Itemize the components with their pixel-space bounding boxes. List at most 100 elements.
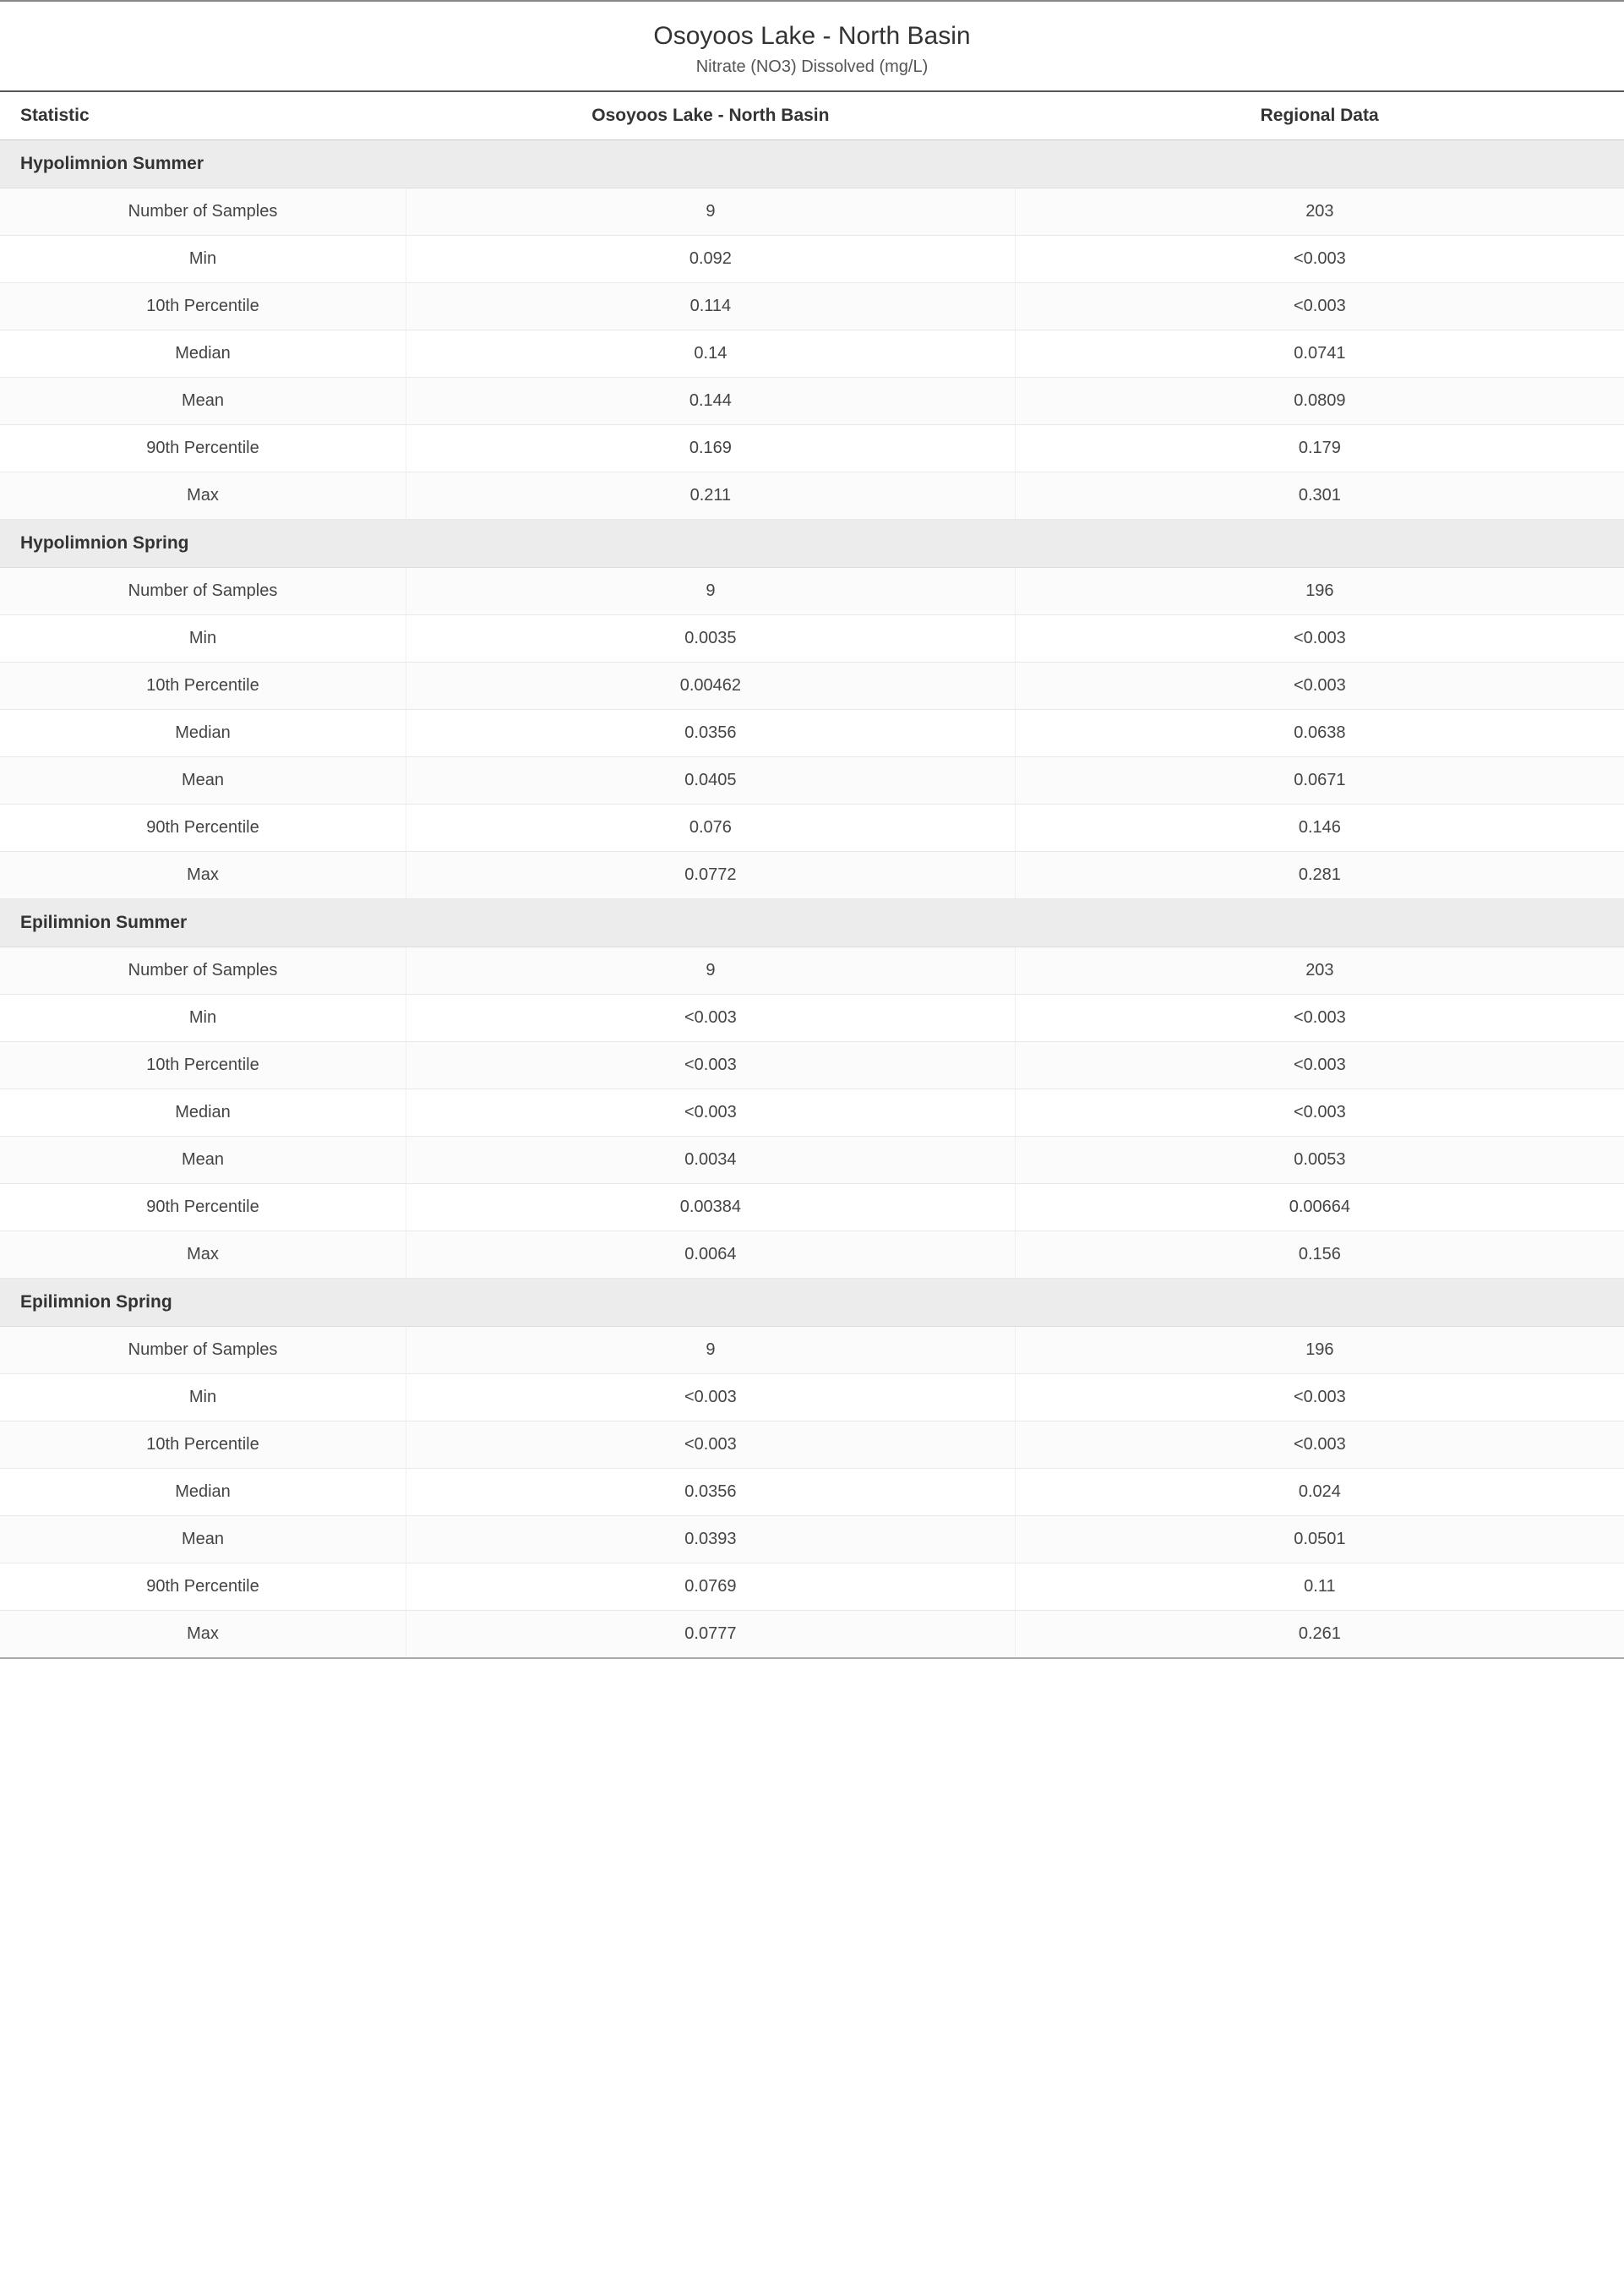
table-row: Number of Samples9203 xyxy=(0,188,1624,236)
site-value: 0.144 xyxy=(406,378,1016,425)
stat-label: 90th Percentile xyxy=(0,1563,406,1611)
site-value: 0.0034 xyxy=(406,1137,1016,1184)
site-value: 0.0064 xyxy=(406,1231,1016,1279)
regional-value: 0.179 xyxy=(1015,425,1624,472)
regional-value: 203 xyxy=(1015,947,1624,995)
header-row: Statistic Osoyoos Lake - North Basin Reg… xyxy=(0,91,1624,140)
table-row: Mean0.03930.0501 xyxy=(0,1516,1624,1563)
stat-label: Min xyxy=(0,236,406,283)
section-header-label: Epilimnion Summer xyxy=(0,899,1624,947)
table-row: Median0.03560.024 xyxy=(0,1469,1624,1516)
regional-value: 0.301 xyxy=(1015,472,1624,520)
table-row: Median0.140.0741 xyxy=(0,330,1624,378)
regional-value: <0.003 xyxy=(1015,1089,1624,1137)
table-row: Mean0.1440.0809 xyxy=(0,378,1624,425)
stat-label: 90th Percentile xyxy=(0,805,406,852)
site-value: 0.0772 xyxy=(406,852,1016,899)
table-row: Max0.07770.261 xyxy=(0,1611,1624,1659)
site-value: <0.003 xyxy=(406,1042,1016,1089)
site-value: 9 xyxy=(406,188,1016,236)
site-value: <0.003 xyxy=(406,1374,1016,1421)
stat-label: Max xyxy=(0,1231,406,1279)
regional-value: 0.0671 xyxy=(1015,757,1624,805)
title-section: Osoyoos Lake - North Basin Nitrate (NO3)… xyxy=(0,2,1624,90)
regional-value: <0.003 xyxy=(1015,1421,1624,1469)
table-row: 90th Percentile0.07690.11 xyxy=(0,1563,1624,1611)
table-row: Min<0.003<0.003 xyxy=(0,995,1624,1042)
table-row: Median0.03560.0638 xyxy=(0,710,1624,757)
site-value: 9 xyxy=(406,947,1016,995)
section-header-label: Hypolimnion Spring xyxy=(0,520,1624,568)
table-row: 90th Percentile0.0760.146 xyxy=(0,805,1624,852)
regional-value: 196 xyxy=(1015,1327,1624,1374)
site-value: <0.003 xyxy=(406,995,1016,1042)
stat-label: Min xyxy=(0,1374,406,1421)
regional-value: <0.003 xyxy=(1015,615,1624,663)
table-row: Mean0.00340.0053 xyxy=(0,1137,1624,1184)
table-row: Mean0.04050.0671 xyxy=(0,757,1624,805)
site-value: <0.003 xyxy=(406,1089,1016,1137)
regional-value: 0.146 xyxy=(1015,805,1624,852)
regional-value: 196 xyxy=(1015,568,1624,615)
stat-label: Median xyxy=(0,710,406,757)
regional-value: <0.003 xyxy=(1015,995,1624,1042)
col-header-regional: Regional Data xyxy=(1015,91,1624,140)
stat-label: Mean xyxy=(0,1516,406,1563)
stat-label: Number of Samples xyxy=(0,568,406,615)
table-row: 10th Percentile0.114<0.003 xyxy=(0,283,1624,330)
site-value: 9 xyxy=(406,568,1016,615)
stat-label: Max xyxy=(0,472,406,520)
table-row: Median<0.003<0.003 xyxy=(0,1089,1624,1137)
table-row: Max0.2110.301 xyxy=(0,472,1624,520)
regional-value: 0.281 xyxy=(1015,852,1624,899)
table-row: Min0.0035<0.003 xyxy=(0,615,1624,663)
regional-value: 0.261 xyxy=(1015,1611,1624,1659)
stat-label: Min xyxy=(0,615,406,663)
regional-value: 0.00664 xyxy=(1015,1184,1624,1231)
table-row: Max0.00640.156 xyxy=(0,1231,1624,1279)
table-row: 10th Percentile<0.003<0.003 xyxy=(0,1421,1624,1469)
site-value: 9 xyxy=(406,1327,1016,1374)
regional-value: <0.003 xyxy=(1015,236,1624,283)
stat-label: Mean xyxy=(0,757,406,805)
table-row: 10th Percentile<0.003<0.003 xyxy=(0,1042,1624,1089)
section-header-label: Hypolimnion Summer xyxy=(0,140,1624,188)
table-row: Number of Samples9196 xyxy=(0,1327,1624,1374)
site-value: 0.0769 xyxy=(406,1563,1016,1611)
site-value: 0.0356 xyxy=(406,710,1016,757)
site-value: 0.0035 xyxy=(406,615,1016,663)
section-header: Epilimnion Summer xyxy=(0,899,1624,947)
site-value: <0.003 xyxy=(406,1421,1016,1469)
stat-label: Median xyxy=(0,1469,406,1516)
page-title: Osoyoos Lake - North Basin xyxy=(0,22,1624,51)
table-row: Min<0.003<0.003 xyxy=(0,1374,1624,1421)
regional-value: 0.0638 xyxy=(1015,710,1624,757)
regional-value: <0.003 xyxy=(1015,283,1624,330)
site-value: 0.076 xyxy=(406,805,1016,852)
stat-label: 10th Percentile xyxy=(0,663,406,710)
site-value: 0.0405 xyxy=(406,757,1016,805)
table-row: 90th Percentile0.003840.00664 xyxy=(0,1184,1624,1231)
table-row: Number of Samples9196 xyxy=(0,568,1624,615)
site-value: 0.169 xyxy=(406,425,1016,472)
stat-label: Number of Samples xyxy=(0,188,406,236)
table-row: Min0.092<0.003 xyxy=(0,236,1624,283)
regional-value: 0.11 xyxy=(1015,1563,1624,1611)
section-header-label: Epilimnion Spring xyxy=(0,1279,1624,1327)
site-value: 0.0356 xyxy=(406,1469,1016,1516)
stat-label: 10th Percentile xyxy=(0,1421,406,1469)
stat-label: 10th Percentile xyxy=(0,283,406,330)
regional-value: 203 xyxy=(1015,188,1624,236)
stat-label: 10th Percentile xyxy=(0,1042,406,1089)
site-value: 0.0393 xyxy=(406,1516,1016,1563)
section-header: Hypolimnion Spring xyxy=(0,520,1624,568)
site-value: 0.14 xyxy=(406,330,1016,378)
site-value: 0.0777 xyxy=(406,1611,1016,1659)
data-table: Statistic Osoyoos Lake - North Basin Reg… xyxy=(0,90,1624,1659)
stat-label: Max xyxy=(0,852,406,899)
stat-label: Mean xyxy=(0,378,406,425)
regional-value: 0.0809 xyxy=(1015,378,1624,425)
stat-label: Max xyxy=(0,1611,406,1659)
table-row: 90th Percentile0.1690.179 xyxy=(0,425,1624,472)
site-value: 0.092 xyxy=(406,236,1016,283)
